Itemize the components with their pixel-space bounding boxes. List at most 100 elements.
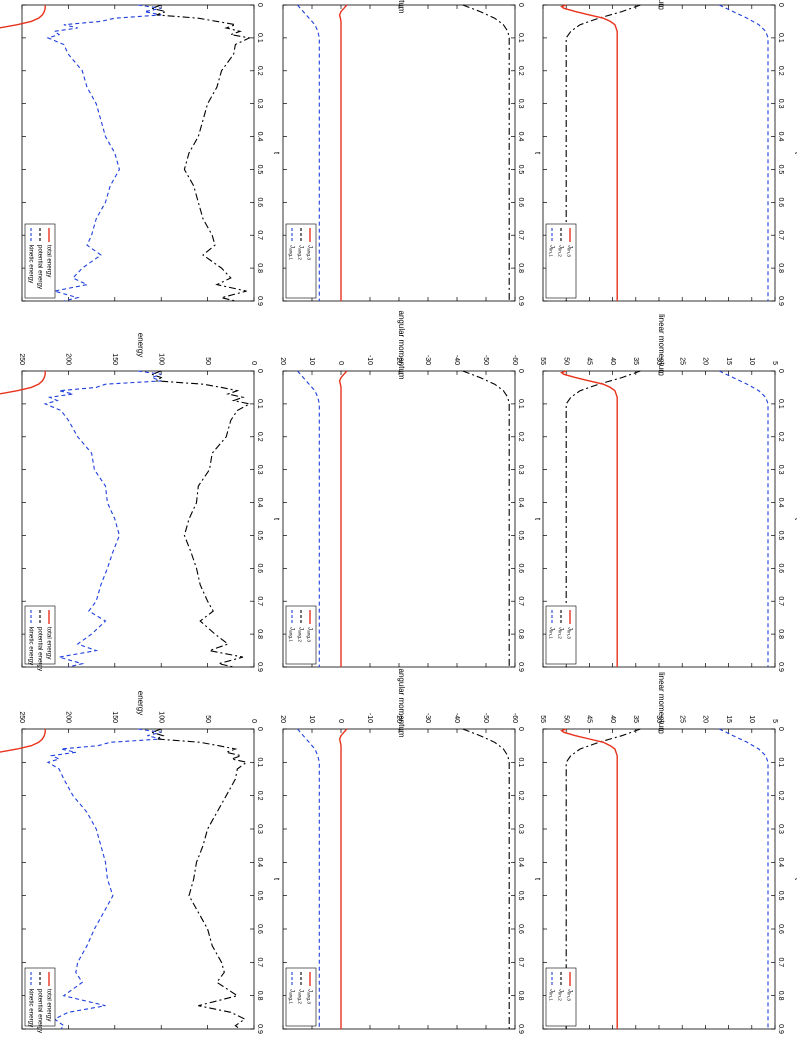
y-tick-label: 100 — [157, 353, 164, 365]
x-tick-label: 0.4 — [256, 857, 263, 867]
y-tick-label: 10 — [308, 715, 315, 723]
x-tick-label: 0.6 — [777, 197, 784, 207]
legend-label: Jang,1 — [287, 245, 295, 260]
x-tick-label: 0.2 — [517, 432, 524, 442]
series-line-3 — [338, 370, 348, 667]
x-tick-label: 0.4 — [777, 132, 784, 142]
series-line-2 — [565, 728, 641, 1029]
y-tick-label: 55 — [539, 357, 546, 365]
legend-label: Jang,1 — [287, 627, 295, 642]
y-tick-label: 45 — [586, 357, 593, 365]
x-tick-label: 0.5 — [777, 891, 784, 901]
x-tick-label: 0.4 — [777, 498, 784, 508]
series-line-1 — [719, 728, 769, 1029]
x-tick-label: 0.2 — [256, 66, 263, 76]
x-tick-label: 0.3 — [777, 465, 784, 475]
y-tick-label: 20 — [702, 357, 709, 365]
x-tick-label: 0.8 — [517, 263, 524, 273]
y-tick-label: 150 — [111, 711, 118, 723]
y-tick-label: 50 — [204, 715, 211, 723]
y-tick-label: 25 — [678, 715, 685, 723]
legend-label: Jang,2 — [296, 245, 304, 260]
y-tick-label: 250 — [18, 353, 25, 365]
y-tick-label: -40 — [453, 713, 460, 723]
x-tick-label: 0.2 — [777, 791, 784, 801]
x-axis-label: t — [793, 152, 797, 155]
y-tick-label: -20 — [395, 713, 402, 723]
x-tick-label: 0.3 — [256, 99, 263, 109]
legend-label: kinetic energy — [27, 627, 34, 666]
legend-box — [24, 223, 56, 299]
x-tick-label: 0.8 — [777, 991, 784, 1001]
x-tick-label: 0.4 — [256, 498, 263, 508]
y-tick-label: 10 — [748, 357, 755, 365]
plot-frame — [282, 4, 516, 302]
y-axis-label: angular momentum — [397, 311, 406, 380]
legend-label: Jang,3 — [305, 627, 313, 642]
x-tick-label: 0.3 — [517, 99, 524, 109]
series-line-1 — [46, 4, 162, 302]
x-axis-label: t — [533, 152, 542, 155]
x-tick-label: 0.2 — [517, 791, 524, 801]
legend-label: total energy — [45, 245, 52, 278]
y-tick-label: 0 — [337, 719, 344, 723]
y-tick-label: 15 — [725, 715, 732, 723]
y-tick-label: 150 — [111, 353, 118, 365]
series-line-1 — [297, 728, 320, 1029]
x-tick-label: 0 — [517, 3, 524, 7]
y-tick-label: 5 — [771, 719, 778, 723]
y-axis-label: energy — [136, 333, 145, 357]
y-tick-label: 50 — [562, 715, 569, 723]
series-line-2 — [149, 4, 252, 302]
x-axis-label: t — [533, 518, 542, 521]
x-tick-label: 0.8 — [517, 991, 524, 1001]
x-axis-label: t — [272, 152, 281, 155]
x-tick-label: 0.8 — [777, 629, 784, 639]
x-tick-label: 0.3 — [256, 824, 263, 834]
x-tick-label: 0.7 — [777, 230, 784, 240]
x-tick-label: 0.9 — [517, 296, 524, 306]
panel-2-1: -60 -50 -40 -30 -20 -10 0 10 20 0 0.1 0.2 0.3 0.4 0.5 0… — [279, 669, 542, 1034]
series-line-3 — [0, 371, 46, 395]
x-tick-label: 0.1 — [517, 33, 524, 43]
x-tick-label: 0.9 — [777, 662, 784, 672]
y-tick-label: 5 — [771, 361, 778, 365]
series-line-1 — [719, 4, 769, 301]
x-tick-label: 0.4 — [777, 857, 784, 867]
x-tick-label: 0.9 — [256, 296, 263, 306]
y-axis-label: energy — [136, 691, 145, 715]
series-line-3 — [338, 728, 348, 1029]
x-tick-label: 0.6 — [517, 563, 524, 573]
x-tick-label: 0.5 — [777, 165, 784, 175]
x-tick-label: 0 — [517, 369, 524, 373]
x-tick-label: 0.9 — [777, 1024, 784, 1034]
y-tick-label: -60 — [511, 355, 518, 365]
x-tick-label: 0.1 — [777, 33, 784, 43]
series-line-2 — [462, 728, 510, 1029]
legend-label: Jlin,1 — [547, 627, 555, 639]
panel-1-0: 0 50 100 150 200 250 0 0.1 0.2 0.3 0.4 0.5 0.6 0.7 0.8… — [0, 333, 281, 672]
legend-label: kinetic energy — [27, 245, 34, 284]
y-tick-label: -30 — [424, 713, 431, 723]
x-tick-label: 0.8 — [256, 629, 263, 639]
panel-0-0: 05010015020025000.10.20.30.40.50.60.70.8… — [0, 3, 281, 306]
x-tick-label: 0.5 — [517, 165, 524, 175]
legend-label: Jlin,1 — [547, 989, 555, 1001]
plot-frame — [21, 4, 255, 302]
legend-label: Jlin,2 — [556, 627, 564, 639]
x-tick-label: 0.4 — [517, 857, 524, 867]
y-tick-label: 35 — [632, 715, 639, 723]
x-tick-label: 0.2 — [517, 66, 524, 76]
x-tick-label: 0.1 — [777, 757, 784, 767]
legend-box — [285, 223, 317, 299]
y-tick-label: -20 — [395, 355, 402, 365]
x-tick-label: 0.6 — [256, 197, 263, 207]
x-tick-label: 0.6 — [517, 197, 524, 207]
x-tick-label: 0.6 — [256, 924, 263, 934]
legend-label: Jlin,3 — [565, 989, 573, 1001]
x-axis-label: t — [272, 878, 281, 881]
legend-label: total energy — [45, 989, 52, 1022]
series-line-1 — [43, 370, 162, 668]
panel-1-2: 5 10 15 20 25 30 35 40 45 50 55 0 0.1 0.2 0.3 0.4 0.5 0.6… — [539, 314, 797, 672]
legend-label: Jang,1 — [287, 989, 295, 1004]
